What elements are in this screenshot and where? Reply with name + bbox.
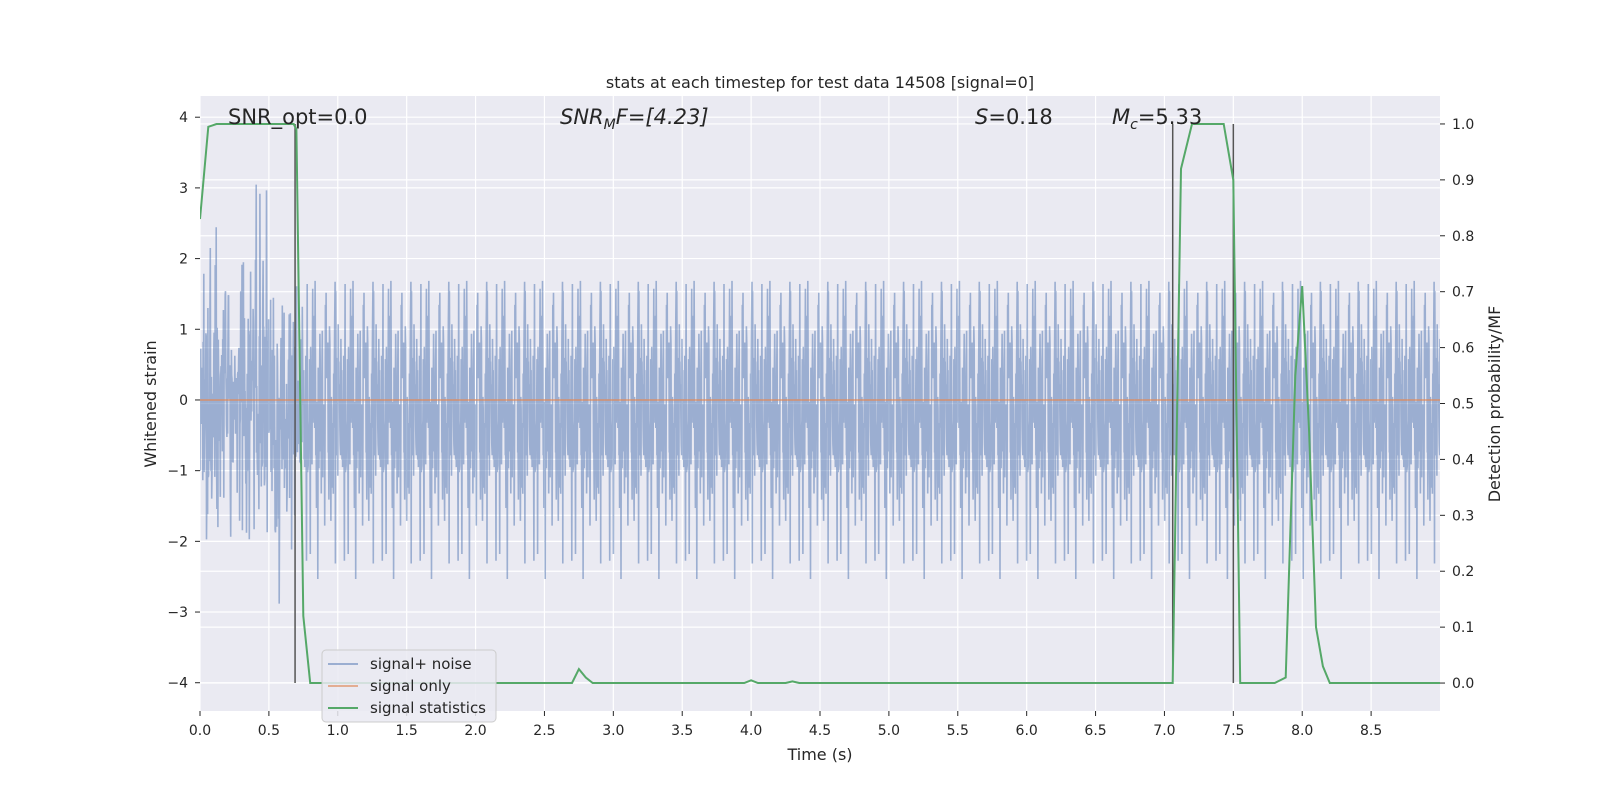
x-tick-label: 4.5 — [809, 723, 831, 739]
y2-tick-label: 0.6 — [1452, 341, 1474, 357]
legend-label-signal: signal only — [370, 677, 451, 695]
x-tick-label: 8.5 — [1360, 723, 1382, 739]
signal-statistics-line — [200, 123, 1440, 684]
y2-tick-label: 0.9 — [1452, 173, 1474, 189]
x-tick-label: 6.0 — [1016, 723, 1038, 739]
y2-tick-label: 0.5 — [1452, 397, 1474, 413]
x-tick-label: 0.0 — [189, 723, 211, 739]
chart-title: stats at each timestep for test data 145… — [606, 73, 1034, 92]
y2-tick-label: 0.2 — [1452, 564, 1474, 580]
annotation-mc: Mc=5.33 — [1112, 105, 1202, 133]
annotation-snr-opt: SNR_opt=0.0 — [228, 105, 368, 130]
x-tick-label: 7.0 — [1153, 723, 1175, 739]
annotations: SNR_opt=0.0 SNRMF=[4.23] S=0.18 Mc=5.33 — [228, 105, 1202, 133]
y-tick-label: 1 — [179, 322, 188, 338]
annotation-snr-mf: SNRMF=[4.23] — [560, 105, 709, 133]
legend-box — [321, 649, 497, 723]
legend: signal+ noise signal only signal statist… — [321, 649, 497, 723]
y-tick-label: 2 — [179, 252, 188, 268]
signal-statistics-series — [200, 123, 1440, 684]
y-axis-ticks: 4 3 2 1 0 −1 −2 −3 −4 — [167, 110, 200, 692]
y-tick-label: −4 — [167, 676, 188, 692]
y2-tick-label: 0.3 — [1452, 508, 1474, 524]
x-tick-label: 3.0 — [602, 723, 624, 739]
y2-tick-label: 0.8 — [1452, 229, 1474, 245]
y2-tick-label: 1.0 — [1452, 117, 1474, 133]
y-axis-label: Whitened strain — [141, 340, 160, 467]
x-tick-label: 1.0 — [327, 723, 349, 739]
y2-tick-label: 0.1 — [1452, 620, 1474, 636]
x-axis-ticks: 0.0 0.5 1.0 1.5 2.0 2.5 3.0 3.5 4.0 4.5 5.0 5.5 6.0 6… — [189, 711, 1382, 739]
y-tick-label: 3 — [179, 181, 188, 197]
y-tick-label: −1 — [167, 464, 188, 480]
x-tick-label: 6.5 — [1084, 723, 1106, 739]
y2-tick-label: 0.0 — [1452, 676, 1474, 692]
y2-tick-label: 0.7 — [1452, 285, 1474, 301]
y2-axis-label: Detection probability/MF — [1485, 306, 1504, 503]
x-axis-label: Time (s) — [786, 745, 852, 764]
x-tick-label: 5.5 — [947, 723, 969, 739]
x-tick-label: 8.0 — [1291, 723, 1313, 739]
y-tick-label: 0 — [179, 393, 188, 409]
y2-tick-label: 0.4 — [1452, 452, 1474, 468]
x-tick-label: 4.0 — [740, 723, 762, 739]
x-tick-label: 3.5 — [671, 723, 693, 739]
y2-axis-ticks: 1.0 0.9 0.8 0.7 0.6 0.5 0.4 0.3 0.2 0.1 0.0 — [1440, 117, 1474, 692]
x-tick-label: 0.5 — [258, 723, 280, 739]
legend-label-stats: signal statistics — [370, 699, 486, 717]
x-tick-label: 2.5 — [533, 723, 555, 739]
legend-label-noise: signal+ noise — [370, 655, 472, 673]
y-tick-label: 4 — [179, 110, 188, 126]
x-tick-label: 5.0 — [878, 723, 900, 739]
x-tick-label: 7.5 — [1222, 723, 1244, 739]
x-tick-label: 2.0 — [464, 723, 486, 739]
y-tick-label: −2 — [167, 534, 188, 550]
y-tick-label: −3 — [167, 605, 188, 621]
x-tick-label: 1.5 — [396, 723, 418, 739]
annotation-s: S=0.18 — [975, 105, 1053, 129]
